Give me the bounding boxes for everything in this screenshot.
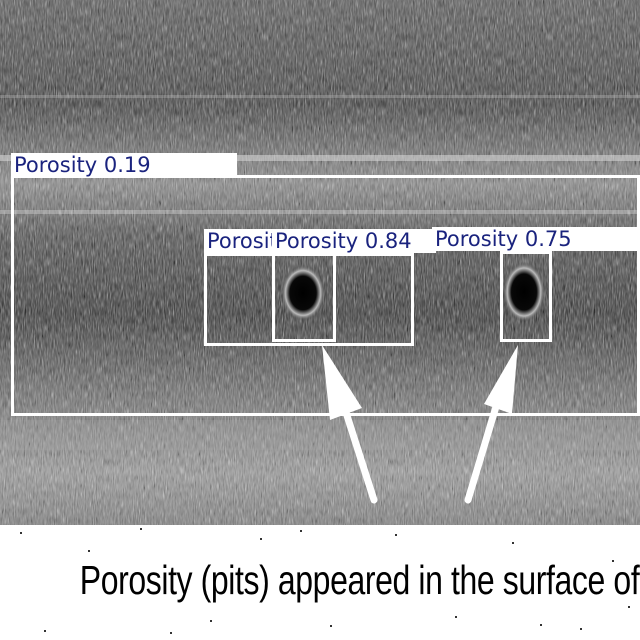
detection-label-4: Porosity 0.75: [432, 227, 640, 251]
detection-box-4: [500, 251, 552, 342]
detection-label-1: Porosity 0.19: [11, 153, 237, 177]
pit-left: [281, 265, 325, 321]
detection-box-1: [11, 175, 640, 416]
weld-bead-photo: Porosity 0.19 Porosity 0.44 Porosity 0.8…: [0, 0, 640, 525]
detection-label-3: Porosity 0.84: [272, 229, 436, 253]
arrow-right: [464, 345, 518, 504]
detection-label-2: Porosity 0.44: [204, 229, 282, 253]
arrow-left: [322, 345, 378, 504]
image-caption: Porosity (pits) appeared in the surface …: [79, 557, 640, 603]
pit-right: [503, 262, 545, 322]
detection-box-3: [272, 253, 336, 342]
weld-surface-texture: [0, 0, 640, 525]
